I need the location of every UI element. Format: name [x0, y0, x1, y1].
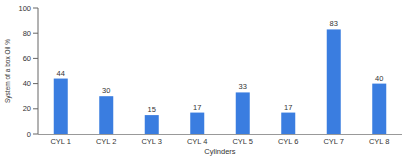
data-label: 40	[375, 74, 383, 83]
y-tick-label: 20	[23, 104, 31, 113]
data-label: 15	[148, 105, 156, 114]
x-tick-label: CYL 4	[187, 137, 208, 146]
x-axis-title: Cylinders	[204, 147, 236, 156]
bar	[372, 84, 386, 134]
y-tick-label: 100	[18, 4, 31, 13]
bar	[236, 92, 250, 134]
chart: 0 20 40 60 80 100 44 30 15 17 33 17 83 40 CYL 1 CYL 2 CY…	[0, 0, 415, 157]
y-axis-line	[38, 8, 39, 134]
data-label: 17	[284, 103, 292, 112]
y-tick	[33, 8, 38, 9]
y-tick	[33, 108, 38, 109]
data-label: 30	[102, 86, 110, 95]
x-tick-label: CYL 1	[50, 137, 71, 146]
x-tick-label: CYL 6	[278, 137, 299, 146]
y-axis-title: System of a box Oil %	[4, 39, 12, 103]
bars	[54, 29, 387, 134]
x-tick-label: CYL 3	[141, 137, 162, 146]
data-label: 17	[193, 103, 201, 112]
y-tick	[33, 58, 38, 59]
bar	[281, 113, 295, 134]
y-tick	[33, 33, 38, 34]
data-label: 83	[330, 19, 338, 28]
x-tick-label: CYL 5	[232, 137, 253, 146]
data-label: 44	[57, 69, 65, 78]
bar	[327, 29, 341, 134]
bar	[54, 79, 68, 134]
bar	[99, 96, 113, 134]
x-axis-line	[38, 134, 402, 135]
x-tick-label: CYL 8	[369, 137, 390, 146]
data-label: 33	[239, 82, 247, 91]
y-tick-label: 80	[23, 29, 31, 38]
y-tick-label: 0	[27, 130, 31, 139]
y-tick-label: 60	[23, 54, 31, 63]
x-tick-label: CYL 7	[323, 137, 344, 146]
x-tick-label: CYL 2	[96, 137, 117, 146]
bar	[190, 113, 204, 134]
y-tick-label: 40	[23, 79, 31, 88]
y-tick	[33, 83, 38, 84]
y-tick	[33, 134, 38, 135]
bar	[145, 115, 159, 134]
